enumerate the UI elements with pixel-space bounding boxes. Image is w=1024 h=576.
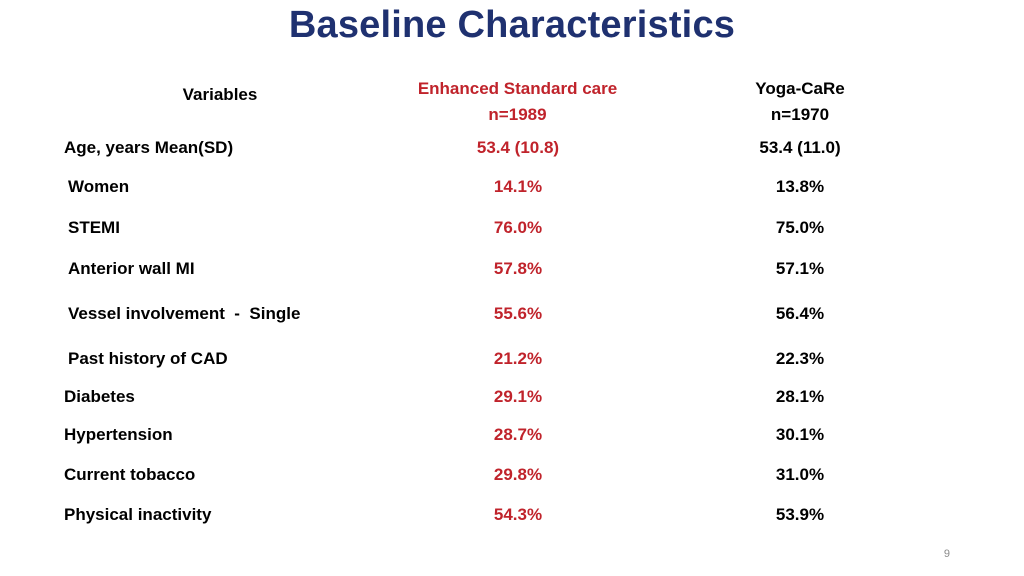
header-esc-n: n=1989 bbox=[488, 105, 547, 124]
esc-value: 76.0% bbox=[493, 218, 543, 237]
yoga-value: 28.1% bbox=[775, 387, 825, 406]
esc-value: 53.4 (10.8) bbox=[476, 138, 560, 157]
esc-value: 54.3% bbox=[493, 505, 543, 524]
yoga-value: 53.4 (11.0) bbox=[759, 138, 841, 157]
row-label: Diabetes bbox=[64, 387, 135, 406]
row-label: STEMI bbox=[68, 218, 120, 237]
esc-value: 55.6% bbox=[493, 304, 543, 323]
yoga-value: 30.1% bbox=[775, 425, 825, 444]
header-esc-name: Enhanced Standard care bbox=[417, 79, 618, 98]
page-number: 9 bbox=[943, 548, 950, 560]
row-label: Current tobacco bbox=[64, 465, 196, 484]
header-enhanced-standard-care: Enhanced Standard care n=1989 bbox=[380, 76, 655, 128]
esc-value: 29.8% bbox=[493, 465, 543, 484]
yoga-value: 57.1% bbox=[775, 259, 825, 278]
header-yoga-n: n=1970 bbox=[770, 105, 830, 124]
row-label: Past history of CAD bbox=[68, 349, 228, 368]
table-row: Diabetes 29.1% 28.1% bbox=[0, 387, 1024, 413]
row-label: Physical inactivity bbox=[64, 505, 212, 524]
header-yoga-care: Yoga-CaRe n=1970 bbox=[700, 76, 900, 128]
header-yoga-name: Yoga-CaRe bbox=[755, 79, 845, 98]
yoga-value: 56.4% bbox=[775, 304, 825, 323]
table-row: STEMI 76.0% 75.0% bbox=[0, 218, 1024, 244]
header-variables: Variables bbox=[182, 85, 258, 104]
table-row: Anterior wall MI 57.8% 57.1% bbox=[0, 259, 1024, 285]
row-label: Anterior wall MI bbox=[68, 259, 195, 278]
yoga-value: 53.9% bbox=[775, 505, 825, 524]
yoga-value: 13.8% bbox=[775, 177, 825, 196]
table-row: Hypertension 28.7% 30.1% bbox=[0, 425, 1024, 451]
table-row: Women 14.1% 13.8% bbox=[0, 177, 1024, 203]
yoga-value: 22.3% bbox=[775, 349, 825, 368]
esc-value: 57.8% bbox=[493, 259, 543, 278]
esc-value: 14.1% bbox=[493, 177, 543, 196]
row-label: Age, years Mean(SD) bbox=[64, 138, 234, 157]
yoga-value: 75.0% bbox=[775, 218, 825, 237]
row-label: Women bbox=[68, 177, 130, 196]
yoga-value: 31.0% bbox=[775, 465, 825, 484]
row-label: Vessel involvement - Single bbox=[68, 304, 301, 323]
esc-value: 28.7% bbox=[493, 425, 543, 444]
slide-title: Baseline Characteristics bbox=[288, 4, 736, 46]
esc-value: 29.1% bbox=[493, 387, 543, 406]
table-row: Past history of CAD 21.2% 22.3% bbox=[0, 349, 1024, 375]
table-row: Vessel involvement - Single 55.6% 56.4% bbox=[0, 304, 1024, 330]
esc-value: 21.2% bbox=[493, 349, 543, 368]
table-row: Physical inactivity 54.3% 53.9% bbox=[0, 505, 1024, 531]
row-label: Hypertension bbox=[64, 425, 173, 444]
table-row: Current tobacco 29.8% 31.0% bbox=[0, 465, 1024, 491]
table-row: Age, years Mean(SD) 53.4 (10.8) 53.4 (11… bbox=[0, 138, 1024, 164]
